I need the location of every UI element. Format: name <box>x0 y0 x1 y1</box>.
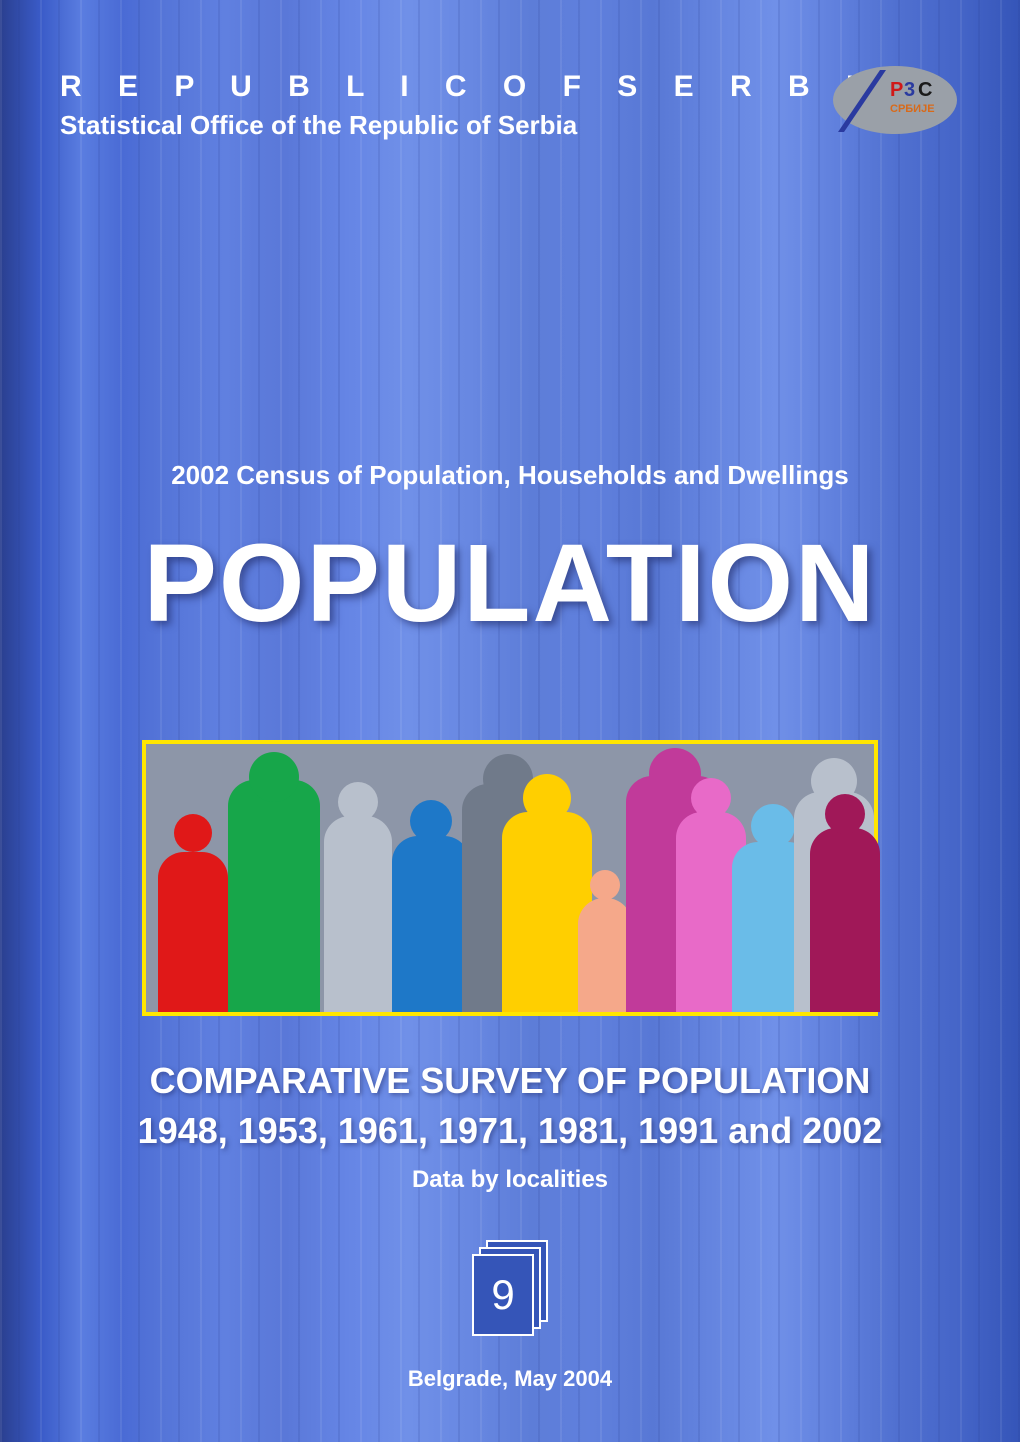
people-row <box>146 744 874 1012</box>
subtitle-line3: Data by localities <box>0 1166 1020 1194</box>
person-icon <box>228 744 320 1012</box>
person-icon <box>810 744 880 1012</box>
subtitle-line1: COMPARATIVE SURVEY OF POPULATION <box>0 1060 1020 1102</box>
svg-text:C: C <box>918 79 932 101</box>
census-line: 2002 Census of Population, Households an… <box>0 460 1020 491</box>
person-icon <box>392 744 470 1012</box>
volume-number: 9 <box>474 1256 532 1334</box>
main-title: POPULATION <box>0 520 1020 647</box>
svg-text:СРБИЈЕ: СРБИЈЕ <box>890 103 935 115</box>
footer-text: Belgrade, May 2004 <box>0 1366 1020 1392</box>
subtitle-block: COMPARATIVE SURVEY OF POPULATION 1948, 1… <box>0 1060 1020 1194</box>
logo-svg: P 3 C СРБИЈЕ <box>820 60 960 140</box>
background-stripes <box>0 0 1020 1442</box>
logo: P 3 C СРБИЈЕ <box>820 60 960 140</box>
person-icon <box>158 744 228 1012</box>
volume-stack: 9 <box>472 1240 548 1336</box>
subtitle-line2: 1948, 1953, 1961, 1971, 1981, 1991 and 2… <box>0 1110 1020 1152</box>
people-infographic <box>142 740 878 1016</box>
cover-page: R E P U B L I C O F S E R B I A Statisti… <box>0 0 1020 1442</box>
volume-badge: 9 <box>472 1240 548 1336</box>
svg-text:P: P <box>890 79 903 101</box>
person-icon <box>324 744 392 1012</box>
volume-card-front: 9 <box>472 1254 534 1336</box>
svg-text:3: 3 <box>904 79 915 101</box>
person-icon <box>578 744 632 1012</box>
